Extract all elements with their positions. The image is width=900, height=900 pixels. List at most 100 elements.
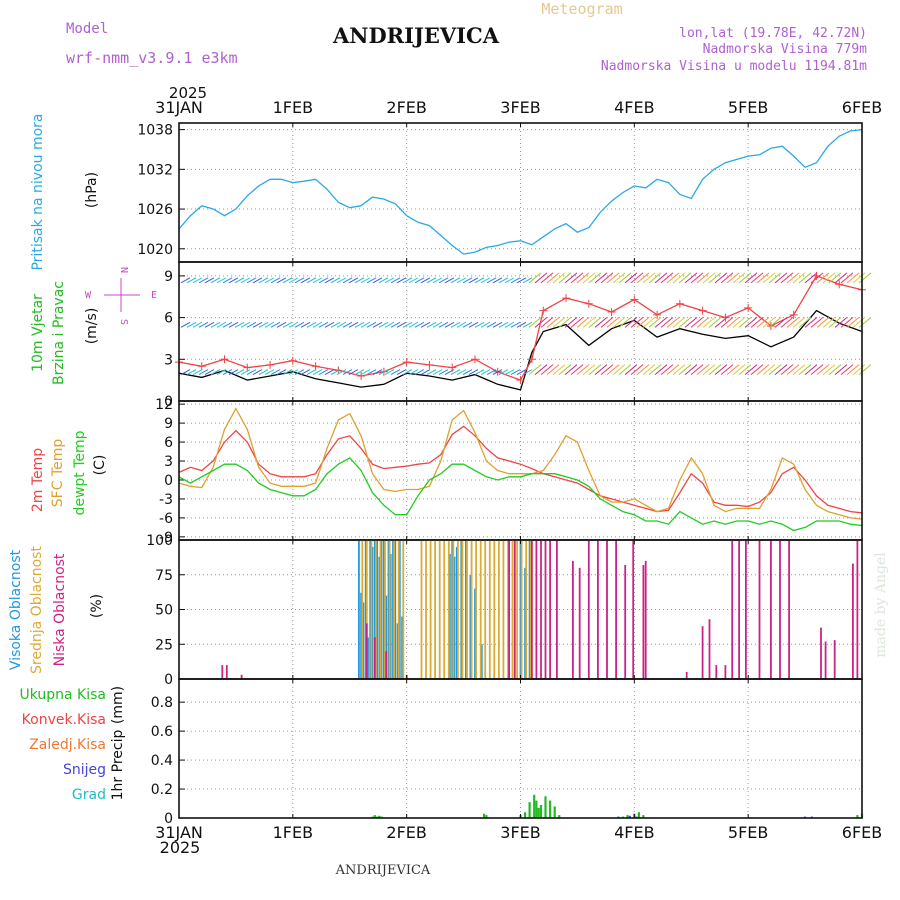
wind-arrow bbox=[756, 364, 770, 375]
bar-niska-oblacnost bbox=[373, 637, 376, 679]
bar-visoka-oblacnost bbox=[385, 595, 388, 679]
wind-arrow bbox=[654, 272, 668, 284]
bar-srednja-oblacnost bbox=[493, 540, 496, 679]
dewpt-title: dewpt Temp bbox=[72, 430, 88, 515]
pressure-title: Pritisak na nivou mora bbox=[30, 113, 46, 270]
wind-arrow bbox=[696, 364, 710, 375]
wind-arrow bbox=[234, 369, 245, 376]
wind-arrow bbox=[804, 272, 818, 284]
gust-marker bbox=[288, 356, 297, 365]
precip-title: 1hr Precip bbox=[110, 730, 126, 801]
wind-arrow bbox=[288, 321, 299, 328]
wind-arrow bbox=[414, 321, 425, 328]
wind-arrow bbox=[702, 364, 716, 375]
wind-arrow bbox=[564, 316, 578, 328]
wind-arrow bbox=[684, 272, 698, 284]
wind-arrow bbox=[444, 369, 455, 376]
wind-arrow bbox=[528, 272, 542, 284]
x-tick-label-bottom: 6FEB bbox=[842, 823, 882, 842]
wind-arrow bbox=[390, 277, 401, 284]
wind-arrow bbox=[204, 369, 215, 376]
wind-arrow bbox=[342, 321, 353, 328]
wind-arrow bbox=[636, 272, 650, 284]
wind-arrow bbox=[342, 277, 353, 284]
bar-srednja-oblacnost bbox=[466, 540, 468, 679]
wind-arrow bbox=[594, 316, 608, 328]
wind-arrow bbox=[456, 277, 467, 284]
wind-arrow bbox=[258, 321, 269, 328]
gust-marker bbox=[516, 376, 525, 385]
wind-arrow bbox=[720, 316, 734, 328]
wind-arrow bbox=[642, 272, 656, 284]
sfc-temp-title: SFC Temp bbox=[50, 439, 66, 508]
bar-niska-oblacnost bbox=[758, 540, 761, 679]
bar-srednja-oblacnost bbox=[479, 540, 482, 679]
wind-arrow bbox=[288, 277, 299, 284]
panel-clouds: 0 25 50 75 100 bbox=[146, 533, 863, 688]
wind-arrow bbox=[216, 321, 227, 328]
bar-ukupna-kisa bbox=[483, 813, 486, 818]
wind-arrow bbox=[456, 321, 467, 328]
wind-arrow bbox=[726, 364, 740, 375]
y-tick-label: 1020 bbox=[137, 242, 173, 258]
wind-arrow bbox=[426, 277, 437, 284]
wind-arrow bbox=[606, 316, 620, 328]
gust-marker bbox=[220, 355, 229, 364]
wind-arrow bbox=[744, 272, 758, 284]
wind-arrow bbox=[678, 364, 692, 375]
wind-arrow bbox=[198, 277, 209, 284]
bar-niska-oblacnost bbox=[225, 665, 228, 679]
bar-srednja-oblacnost bbox=[375, 540, 377, 679]
precip-legend-total: Ukupna Kisa bbox=[19, 687, 106, 703]
bar-visoka-oblacnost bbox=[373, 540, 376, 679]
wind-arrow bbox=[300, 277, 311, 284]
wind-arrow bbox=[276, 277, 287, 284]
wind-arrow bbox=[384, 277, 395, 284]
wind-arrow bbox=[312, 277, 323, 284]
bar-visoka-oblacnost bbox=[389, 553, 392, 679]
wind-arrow bbox=[402, 277, 413, 284]
bar-niska-oblacnost bbox=[240, 674, 243, 679]
bar-niska-oblacnost bbox=[745, 540, 747, 679]
wind-arrow bbox=[384, 369, 395, 376]
wind-arrow bbox=[504, 321, 515, 328]
wind-arrow bbox=[654, 364, 668, 375]
wind-arrow bbox=[774, 364, 788, 375]
cloud-ylabel: (%) bbox=[89, 594, 105, 618]
wind-arrow bbox=[210, 321, 221, 328]
bar-ukupna-kisa bbox=[378, 815, 381, 818]
wind-arrow bbox=[270, 321, 281, 328]
bar-srednja-oblacnost bbox=[402, 540, 405, 679]
gust-marker bbox=[266, 360, 275, 369]
bar-ukupna-kisa bbox=[626, 815, 629, 818]
wind-arrow bbox=[810, 316, 824, 328]
wind-arrow bbox=[318, 277, 329, 284]
bar-visoka-oblacnost bbox=[480, 644, 483, 680]
bar-srednja-oblacnost bbox=[388, 540, 391, 679]
bar-srednja-oblacnost bbox=[502, 540, 505, 679]
bar-niska-oblacnost bbox=[715, 665, 718, 679]
wind-arrow bbox=[330, 277, 341, 284]
wind-arrow bbox=[228, 277, 239, 284]
bar-visoka-oblacnost bbox=[474, 588, 476, 679]
wind-arrow bbox=[378, 321, 389, 328]
credit-text: made by Angel bbox=[873, 552, 889, 658]
wind-arrow bbox=[690, 316, 704, 328]
series-line-2m-temp bbox=[178, 425, 863, 514]
wind-arrow bbox=[750, 364, 764, 375]
wind-arrow bbox=[336, 321, 347, 328]
wind-arrow bbox=[468, 321, 479, 328]
wind-arrow bbox=[840, 364, 854, 375]
wind-arrow bbox=[312, 321, 323, 328]
y-tick-label: 1026 bbox=[137, 202, 173, 218]
model-name: wrf-nmm_v3.9.1 e3km bbox=[66, 49, 238, 67]
wind-arrow bbox=[762, 316, 776, 328]
wind-arrow bbox=[840, 316, 854, 328]
wind-arrow bbox=[546, 272, 560, 284]
wind-arrow bbox=[786, 316, 800, 328]
bar-srednja-oblacnost bbox=[516, 540, 518, 679]
wind-arrow bbox=[540, 272, 554, 284]
y-tick-label: 3 bbox=[164, 352, 173, 368]
wind-arrow bbox=[522, 277, 533, 284]
wind-arrow bbox=[816, 364, 830, 375]
